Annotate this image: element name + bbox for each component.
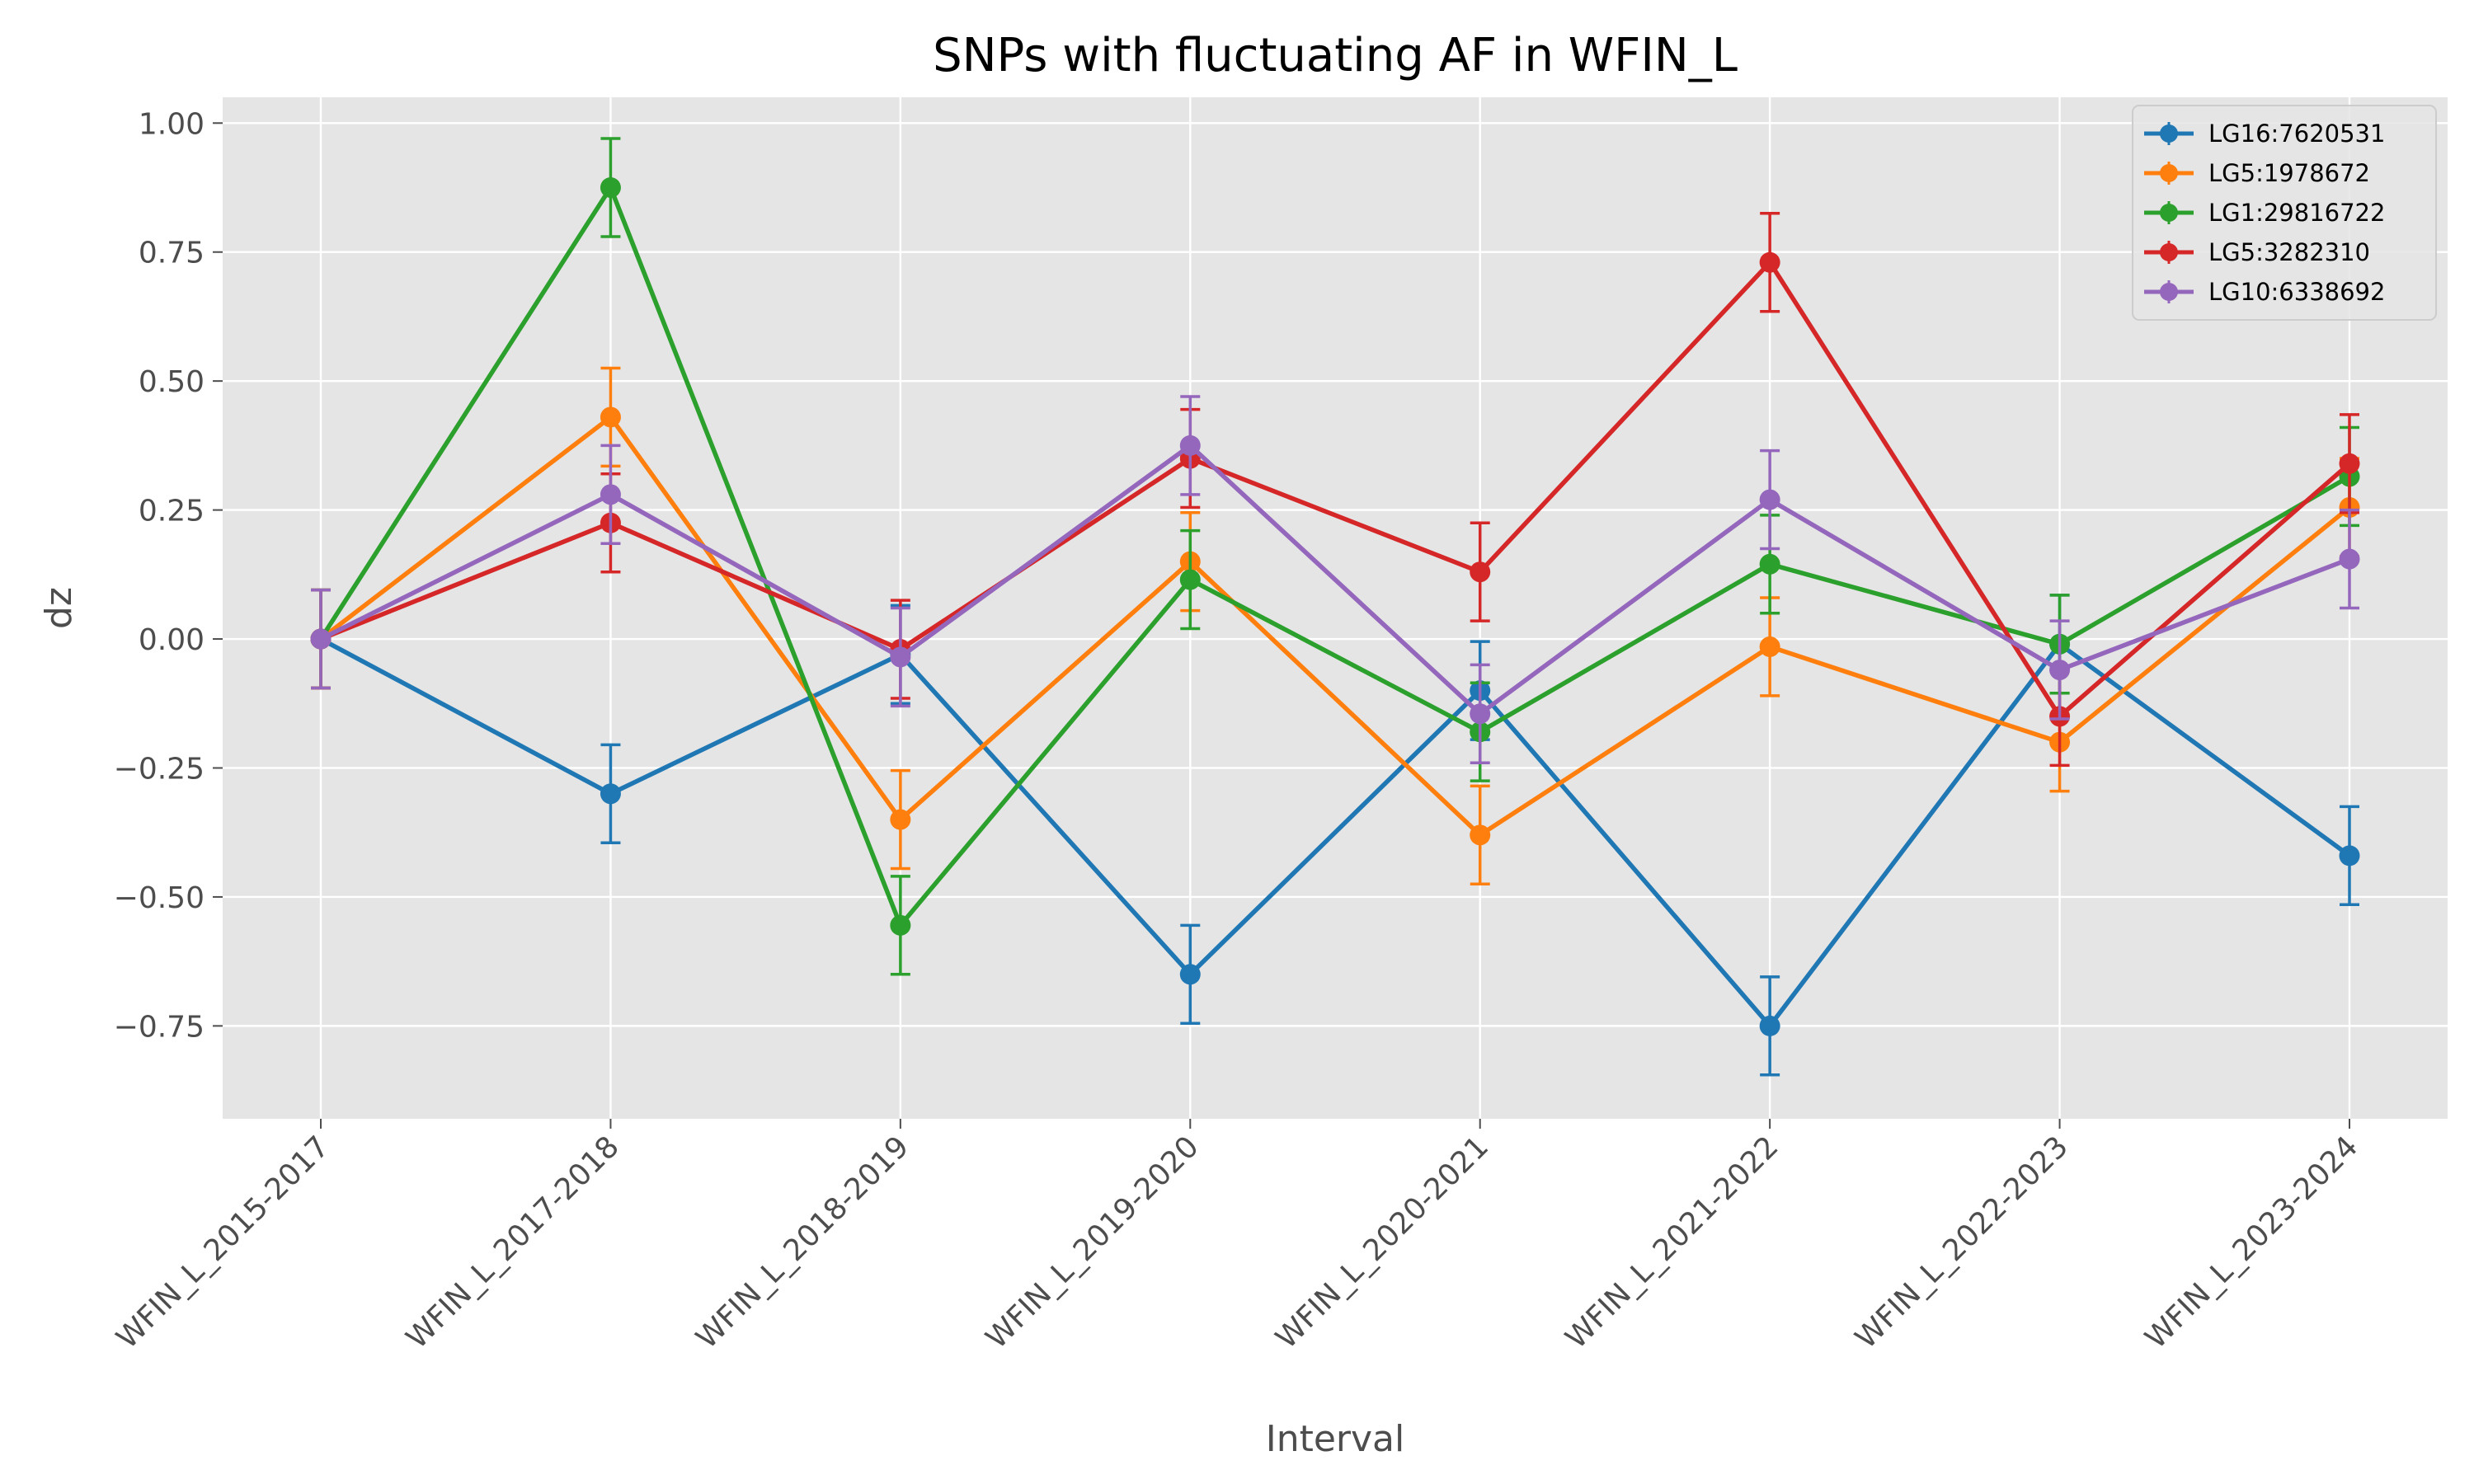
data-point: [890, 646, 911, 668]
series-line: [319, 636, 2351, 1029]
x-axis-label: Interval: [1266, 1418, 1405, 1460]
y-tick-label: 0.25: [139, 495, 205, 528]
y-tick-label: 1.00: [139, 107, 205, 141]
data-point: [600, 783, 621, 805]
data-point: [600, 406, 621, 428]
legend-item: LG5:1978672: [2144, 159, 2370, 187]
data-point: [890, 914, 911, 936]
series-line: [319, 415, 2351, 838]
data-point: [1179, 569, 1201, 590]
data-point: [1759, 636, 1780, 657]
legend-label: LG10:6338692: [2208, 278, 2385, 306]
data-point: [2339, 453, 2360, 474]
legend-swatch-marker: [2160, 204, 2178, 222]
legend-swatch-marker: [2160, 124, 2178, 143]
data-point: [2339, 845, 2360, 866]
data-point: [890, 809, 911, 830]
data-point: [600, 484, 621, 505]
series-line: [319, 443, 2350, 716]
data-point: [2049, 660, 2071, 681]
plot-area: [223, 97, 2448, 1119]
legend-swatch-marker: [2160, 164, 2178, 182]
y-tick-label: 0.00: [139, 623, 205, 657]
data-point: [1759, 1015, 1780, 1036]
series-line: [318, 185, 2351, 928]
series-layer: [310, 137, 2360, 1077]
legend-swatch-marker: [2160, 283, 2178, 301]
data-point: [310, 628, 332, 650]
data-point: [1179, 964, 1201, 985]
data-point: [1179, 434, 1201, 456]
data-point: [1759, 553, 1780, 575]
legend-label: LG5:1978672: [2208, 159, 2370, 187]
y-tick-label: 0.50: [139, 365, 205, 399]
legend-label: LG1:29816722: [2208, 199, 2385, 227]
data-point: [1470, 703, 1491, 725]
data-point: [1470, 561, 1491, 583]
data-point: [1759, 251, 1780, 273]
data-point: [600, 177, 621, 199]
legend-label: LG5:3282310: [2208, 238, 2370, 266]
legend-box: [2132, 105, 2437, 321]
data-point: [2339, 548, 2360, 570]
y-tick-label: −0.25: [114, 752, 205, 786]
legend-swatch-marker: [2160, 243, 2178, 261]
y-tick-label: −0.50: [114, 881, 205, 915]
legend-item: LG16:7620531: [2144, 120, 2385, 148]
legend-item: LG10:6338692: [2144, 278, 2385, 306]
data-point: [1759, 489, 1780, 510]
legend-item: LG5:3282310: [2144, 238, 2370, 266]
y-tick-label: 0.75: [139, 237, 205, 270]
legend-item: LG1:29816722: [2144, 199, 2385, 227]
chart-title: SNPs with fluctuating AF in WFIN_L: [933, 29, 1738, 82]
data-point: [1470, 824, 1491, 846]
y-tick-label: −0.75: [114, 1010, 205, 1044]
legend-label: LG16:7620531: [2208, 120, 2385, 148]
legend: LG16:7620531 LG5:1978672 LG1:29816722 LG5:3…: [2132, 105, 2437, 321]
y-axis-label: dz: [38, 587, 80, 629]
series-lg10-6338692: [310, 395, 2360, 764]
